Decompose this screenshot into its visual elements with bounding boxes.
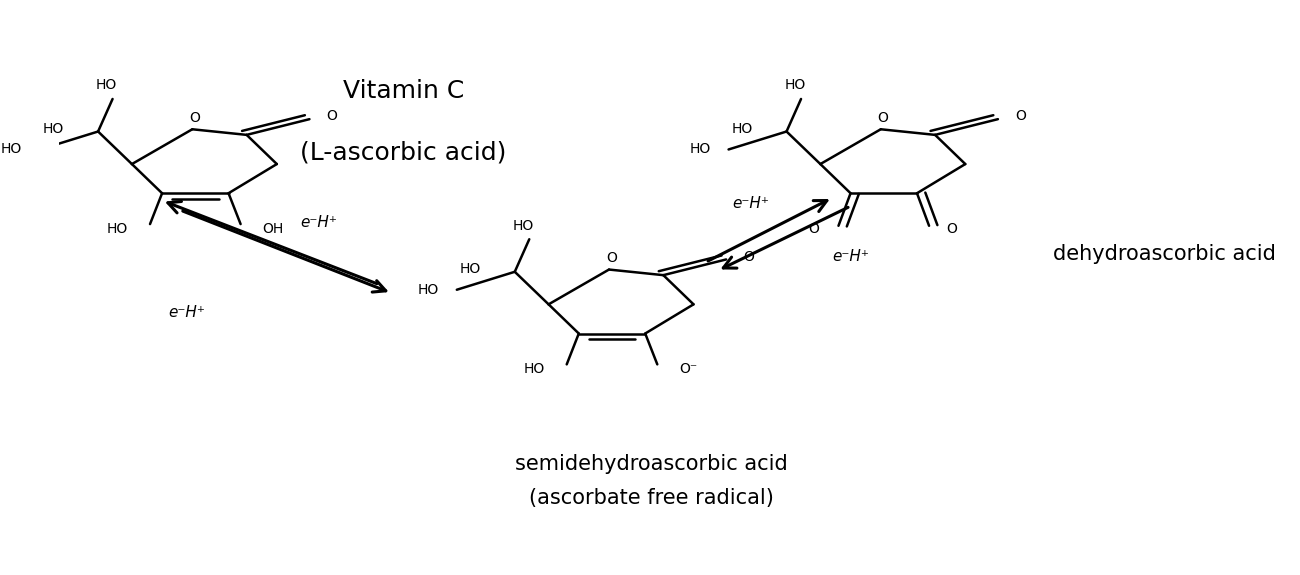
Text: Vitamin C: Vitamin C xyxy=(343,79,464,103)
Text: O: O xyxy=(326,109,337,124)
Text: HO: HO xyxy=(96,78,117,92)
Text: HO: HO xyxy=(1,143,22,156)
Text: O: O xyxy=(946,221,957,236)
Text: HO: HO xyxy=(732,122,753,136)
Text: O: O xyxy=(809,221,819,236)
Text: (ascorbate free radical): (ascorbate free radical) xyxy=(529,488,773,508)
Text: e⁻H⁺: e⁻H⁺ xyxy=(300,216,338,231)
Text: dehydroascorbic acid: dehydroascorbic acid xyxy=(1053,244,1277,264)
Text: HO: HO xyxy=(107,221,129,236)
Text: e⁻H⁺: e⁻H⁺ xyxy=(732,196,768,211)
Text: HO: HO xyxy=(417,283,438,297)
Text: HO: HO xyxy=(43,122,64,136)
Text: HO: HO xyxy=(460,262,481,276)
Text: O: O xyxy=(606,251,616,265)
Text: HO: HO xyxy=(784,78,806,92)
Text: O⁻: O⁻ xyxy=(679,362,697,376)
Text: O: O xyxy=(878,111,889,125)
Text: O: O xyxy=(1015,109,1026,124)
Text: HO: HO xyxy=(524,362,545,376)
Text: HO: HO xyxy=(512,218,534,232)
Text: O: O xyxy=(744,250,754,264)
Text: OH: OH xyxy=(263,221,283,236)
Text: e⁻H⁺: e⁻H⁺ xyxy=(168,305,204,320)
Text: O: O xyxy=(190,111,200,125)
Text: semidehydroascorbic acid: semidehydroascorbic acid xyxy=(515,454,788,474)
Text: HO: HO xyxy=(689,143,710,156)
Text: e⁻H⁺: e⁻H⁺ xyxy=(832,249,868,264)
Text: (L-ascorbic acid): (L-ascorbic acid) xyxy=(300,141,507,165)
